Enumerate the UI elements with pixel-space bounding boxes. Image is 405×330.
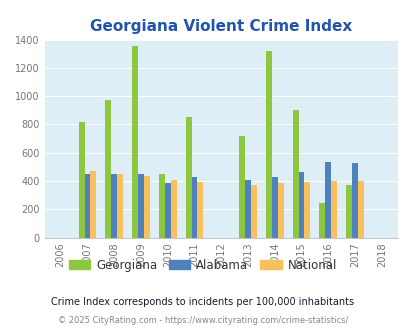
Bar (197, 182, 203, 238)
Bar (351, 163, 357, 238)
Bar (158, 174, 164, 238)
Title: Georgiana Violent Crime Index: Georgiana Violent Crime Index (90, 19, 352, 34)
Bar (330, 181, 336, 238)
Bar (277, 183, 283, 238)
Bar (250, 185, 256, 238)
Bar (319, 203, 324, 238)
Legend: Georgiana, Alabama, National: Georgiana, Alabama, National (64, 254, 341, 276)
Bar (265, 51, 271, 238)
Bar (117, 174, 123, 238)
Bar (170, 180, 176, 238)
Bar (345, 184, 351, 238)
Bar (185, 117, 191, 238)
Bar (191, 178, 197, 238)
Bar (84, 174, 90, 238)
Bar (111, 174, 117, 238)
Text: © 2025 CityRating.com - https://www.cityrating.com/crime-statistics/: © 2025 CityRating.com - https://www.city… (58, 316, 347, 325)
Bar (324, 162, 330, 238)
Bar (271, 178, 277, 238)
Bar (105, 100, 111, 238)
Bar (292, 110, 298, 238)
Bar (138, 174, 144, 238)
Bar (239, 136, 245, 238)
Bar (132, 46, 138, 238)
Bar (79, 122, 84, 238)
Bar (357, 181, 363, 238)
Bar (304, 182, 309, 238)
Text: Crime Index corresponds to incidents per 100,000 inhabitants: Crime Index corresponds to incidents per… (51, 297, 354, 307)
Bar (298, 172, 304, 238)
Bar (90, 171, 96, 238)
Bar (164, 183, 170, 238)
Bar (144, 176, 149, 238)
Bar (245, 180, 250, 238)
